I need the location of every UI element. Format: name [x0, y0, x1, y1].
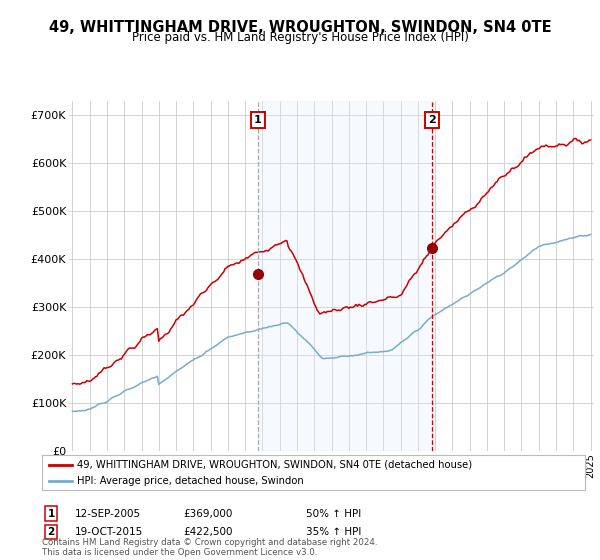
Text: 35% ↑ HPI: 35% ↑ HPI	[306, 527, 361, 537]
Text: 1: 1	[254, 115, 262, 125]
Text: 1: 1	[47, 508, 55, 519]
Text: 12-SEP-2005: 12-SEP-2005	[75, 508, 141, 519]
Text: Price paid vs. HM Land Registry's House Price Index (HPI): Price paid vs. HM Land Registry's House …	[131, 31, 469, 44]
Bar	[257, 101, 431, 451]
Text: £369,000: £369,000	[183, 508, 232, 519]
Text: HPI: Average price, detached house, Swindon: HPI: Average price, detached house, Swin…	[77, 475, 304, 486]
Text: 2: 2	[47, 527, 55, 537]
Text: 19-OCT-2015: 19-OCT-2015	[75, 527, 143, 537]
Text: 49, WHITTINGHAM DRIVE, WROUGHTON, SWINDON, SN4 0TE: 49, WHITTINGHAM DRIVE, WROUGHTON, SWINDO…	[49, 20, 551, 35]
Text: Contains HM Land Registry data © Crown copyright and database right 2024.
This d: Contains HM Land Registry data © Crown c…	[42, 538, 377, 557]
Text: 50% ↑ HPI: 50% ↑ HPI	[306, 508, 361, 519]
Text: 2: 2	[428, 115, 436, 125]
Text: £422,500: £422,500	[183, 527, 233, 537]
Text: 49, WHITTINGHAM DRIVE, WROUGHTON, SWINDON, SN4 0TE (detached house): 49, WHITTINGHAM DRIVE, WROUGHTON, SWINDO…	[77, 460, 472, 470]
